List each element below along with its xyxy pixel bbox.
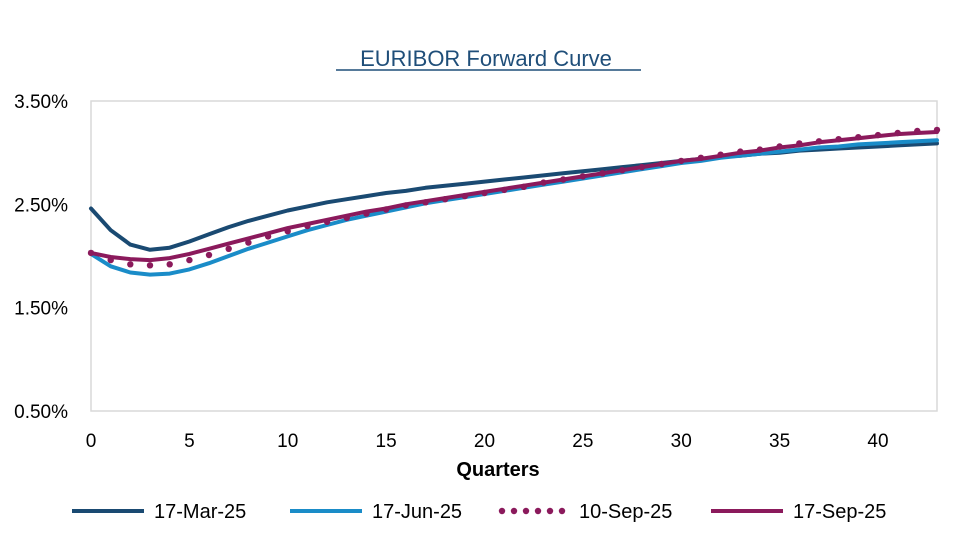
legend-swatch (522, 507, 530, 515)
x-tick-label: 10 (277, 431, 298, 452)
legend-item: 10-Sep-25 (498, 501, 672, 523)
x-tick-label: 40 (867, 431, 888, 452)
legend-label: 17-Sep-25 (793, 501, 886, 523)
series-line-17-Jun-25 (89, 138, 939, 277)
y-tick-label: 2.50% (14, 195, 68, 216)
legend-item: 17-Jun-25 (290, 501, 462, 523)
x-axis-label: Quarters (456, 459, 539, 481)
y-axis: 0.50% 1.50% 2.50% 3.50% (14, 92, 68, 423)
series-line-17-Mar-25 (89, 141, 939, 252)
data-point (245, 239, 252, 246)
x-tick-label: 5 (184, 431, 195, 452)
y-tick-label: 0.50% (14, 402, 68, 423)
legend-label: 17-Mar-25 (154, 501, 246, 523)
series-line-17-Sep-25 (89, 130, 939, 263)
data-point (146, 262, 154, 269)
legend-item: 17-Mar-25 (72, 501, 246, 523)
legend-swatch (546, 507, 554, 515)
legend-swatch (558, 507, 566, 515)
legend-swatch (534, 507, 542, 515)
legend-label: 10-Sep-25 (579, 501, 672, 523)
data-point (225, 245, 232, 252)
x-tick-label: 0 (86, 431, 97, 452)
x-tick-label: 30 (671, 431, 692, 452)
x-axis: 0 5 10 15 20 25 30 35 40 (86, 431, 889, 452)
chart-title: EURIBOR Forward Curve (360, 46, 612, 71)
x-tick-label: 20 (474, 431, 495, 452)
legend-swatch (510, 507, 518, 515)
x-tick-label: 35 (769, 431, 790, 452)
legend-item: 17-Sep-25 (711, 501, 886, 523)
legend: 17-Mar-25 17-Jun-25 10-Sep-25 17-Sep-25 (72, 501, 886, 523)
data-point (166, 261, 173, 268)
y-tick-label: 1.50% (14, 299, 68, 320)
x-tick-label: 15 (376, 431, 397, 452)
legend-swatch (498, 507, 506, 515)
data-point (127, 261, 134, 268)
data-point (205, 251, 213, 259)
data-point (186, 256, 193, 264)
y-tick-label: 3.50% (14, 92, 68, 113)
series-lines (87, 126, 941, 277)
x-tick-label: 25 (572, 431, 593, 452)
legend-label: 17-Jun-25 (372, 501, 462, 523)
